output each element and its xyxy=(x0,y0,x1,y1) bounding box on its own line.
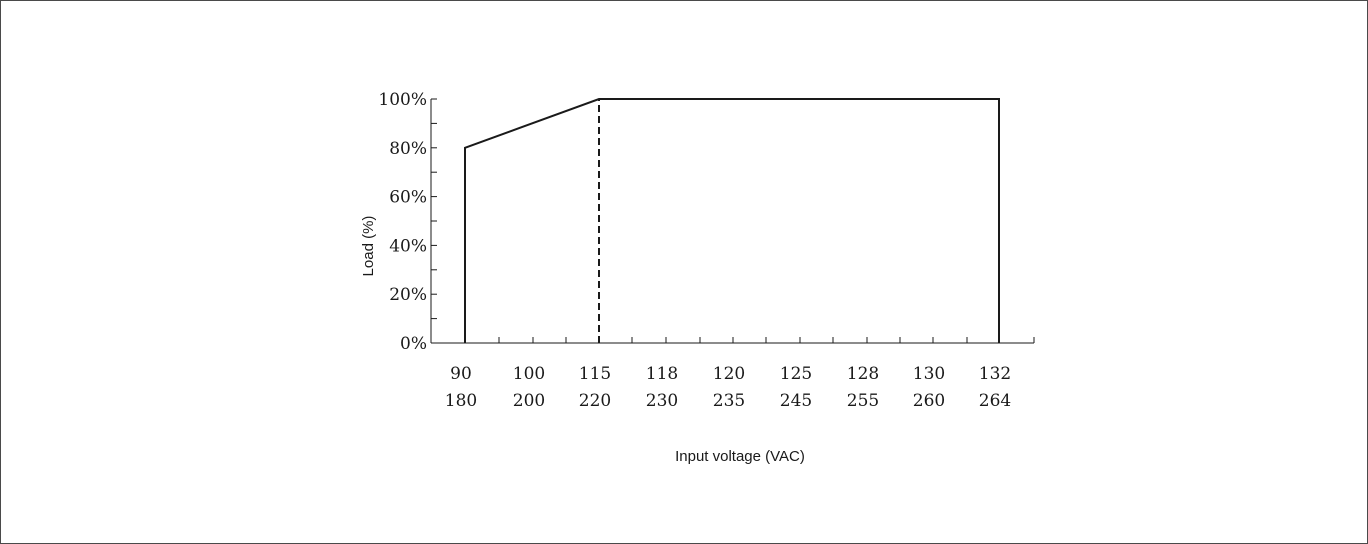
x-tick-label-bottom: 235 xyxy=(713,391,745,411)
x-tick-label-top: 115 xyxy=(579,364,611,384)
x-tick-label-top: 128 xyxy=(847,364,879,384)
y-tick-label: 20% xyxy=(389,285,427,305)
x-tick-label-top: 118 xyxy=(646,364,678,384)
x-tick-label-top: 125 xyxy=(780,364,812,384)
derating-curve xyxy=(464,98,1000,343)
axes xyxy=(430,98,1035,344)
series-marks xyxy=(464,98,1000,343)
y-tick-label: 60% xyxy=(389,188,427,208)
x-tick-label-bottom: 180 xyxy=(445,391,477,411)
x-axis-label: Input voltage (VAC) xyxy=(675,448,805,465)
x-tick-label-bottom: 200 xyxy=(513,391,545,411)
x-tick-labels: 90 180 100 200 115 220 118 230 120 235 125 245 128 25… xyxy=(445,364,1011,411)
x-tick-label-bottom: 255 xyxy=(847,391,879,411)
x-tick-label-bottom: 245 xyxy=(780,391,812,411)
x-tick-label-bottom: 260 xyxy=(913,391,945,411)
y-tick-label: 80% xyxy=(389,139,427,159)
x-tick-label-bottom: 230 xyxy=(646,391,678,411)
y-axis-label: Load (%) xyxy=(360,216,377,277)
y-tick-labels: 0% 20% 40% 60% 80% 100% xyxy=(378,90,427,354)
y-tick-label: 0% xyxy=(400,334,427,354)
x-tick-label-top: 120 xyxy=(713,364,745,384)
x-tick-label-top: 90 xyxy=(450,364,472,384)
y-tick-label: 40% xyxy=(389,236,427,256)
x-tick-label-bottom: 220 xyxy=(579,391,611,411)
x-tick-label-top: 130 xyxy=(913,364,945,384)
x-tick-label-top: 132 xyxy=(979,364,1011,384)
y-tick-label: 100% xyxy=(378,90,427,110)
x-tick-label-top: 100 xyxy=(513,364,545,384)
x-tick-label-bottom: 264 xyxy=(979,391,1011,411)
